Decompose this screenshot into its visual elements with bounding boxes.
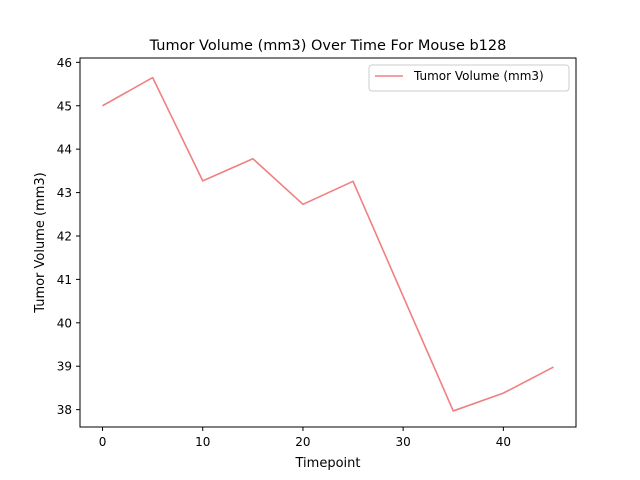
plot-frame <box>79 57 577 428</box>
data-point <box>552 366 554 368</box>
series-line <box>102 76 554 412</box>
y-tick-label: 40 <box>57 316 72 330</box>
data-point <box>151 76 153 78</box>
legend: Tumor Volume (mm3) <box>368 64 570 92</box>
y-tick-label: 46 <box>57 56 72 70</box>
data-point <box>452 410 454 412</box>
y-tick-label: 43 <box>57 186 72 200</box>
data-point <box>352 180 354 182</box>
legend-frame <box>368 64 570 92</box>
y-tick-label: 39 <box>57 360 72 374</box>
data-point <box>502 392 504 394</box>
y-tick-label: 44 <box>57 143 72 157</box>
data-point <box>252 158 254 160</box>
legend-label: Tumor Volume (mm3) <box>413 69 544 83</box>
y-tick-label: 38 <box>57 403 72 417</box>
data-point <box>202 180 204 182</box>
data-point <box>302 203 304 205</box>
x-tick-label: 20 <box>295 435 310 449</box>
y-axis-label: Tumor Volume (mm3) <box>33 172 48 314</box>
y-tick-label: 45 <box>57 99 72 113</box>
data-point <box>101 105 103 107</box>
chart-title: Tumor Volume (mm3) Over Time For Mouse b… <box>149 38 507 54</box>
x-tick-label: 30 <box>396 435 411 449</box>
x-tick-label: 0 <box>99 435 107 449</box>
x-tick-label: 40 <box>496 435 511 449</box>
x-axis-label: Timepoint <box>295 456 361 471</box>
data-point <box>402 295 404 297</box>
y-tick-label: 41 <box>57 273 72 287</box>
x-tick-label: 10 <box>195 435 210 449</box>
y-tick-label: 42 <box>57 229 72 243</box>
